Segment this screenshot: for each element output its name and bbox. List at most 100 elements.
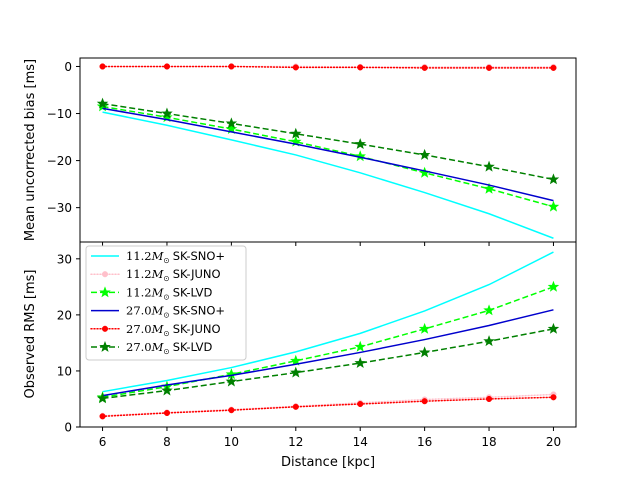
legend-detector-pair: SK-LVD: [173, 340, 213, 354]
top-y-tick-label: 0: [64, 60, 72, 74]
bottom-series-6-point: [290, 366, 302, 378]
bottom-y-tick-label: 10: [57, 364, 72, 378]
legend-label: 27.0M⊙ SK-JUNO: [126, 322, 221, 338]
legend-marker: [101, 325, 109, 332]
legend-unit: M: [151, 285, 165, 299]
bottom-series-5-point: [485, 395, 493, 403]
legend-label: 11.2M⊙ SK-JUNO: [126, 267, 221, 283]
bottom-series-6-point: [354, 357, 366, 368]
bottom-series-5-point: [550, 394, 557, 401]
legend-mass: 27.0: [126, 322, 152, 336]
top-series-line-4: [102, 107, 554, 202]
top-series-5: [99, 63, 557, 71]
bottom-series-3-point: [483, 304, 495, 316]
legend-unit: M: [151, 267, 165, 281]
top-series-6-point: [483, 160, 495, 172]
bottom-series-5: [99, 394, 557, 420]
legend-label: 11.2M⊙ SK-SNO+: [126, 249, 225, 265]
legend-marker: [99, 286, 111, 298]
top-y-ticks: 0 −10 −20 −30: [47, 60, 80, 215]
legend-sun-symbol: ⊙: [163, 347, 169, 356]
bottom-series-3-point: [354, 340, 366, 352]
x-tick-label: 18: [481, 435, 496, 449]
top-series-4: [102, 107, 554, 202]
legend-label: 27.0M⊙ SK-SNO+: [126, 304, 225, 320]
bottom-series-5-point: [99, 413, 106, 420]
legend-detector-pair: SK-SNO+: [173, 249, 225, 263]
legend-sun-symbol: ⊙: [163, 311, 169, 320]
top-y-tick-label: −30: [47, 201, 72, 215]
top-series-line-6: [102, 102, 554, 181]
bottom-series-3-point: [290, 354, 302, 366]
top-series-6-point: [225, 117, 238, 129]
bottom-y-axis-label: Observed RMS [ms]: [23, 270, 38, 399]
x-tick-label: 14: [353, 435, 368, 449]
top-series-6-point: [418, 148, 431, 160]
bottom-series-line-3: [102, 286, 554, 399]
legend-detector-pair: SK-JUNO: [173, 322, 221, 336]
top-series-6-point: [96, 97, 109, 109]
bottom-series-line-4: [102, 309, 554, 397]
legend-unit: M: [151, 340, 165, 354]
legend-box: [85, 245, 247, 361]
bottom-series-3-point: [418, 322, 431, 334]
top-y-axis-label: Mean uncorrected bias [ms]: [23, 59, 38, 241]
legend-unit: M: [151, 249, 165, 263]
top-series-5-point: [99, 63, 106, 70]
bottom-panel: 0 10 20 30 6 8 10 12 14 16 18 20 Observed RMS [ms]…: [23, 241, 577, 470]
legend-entry: 27.0M⊙ SK-LVD: [91, 340, 212, 356]
bottom-plot-area: [96, 251, 560, 431]
bottom-series-5-point: [163, 409, 171, 417]
bottom-series-4: [102, 309, 554, 397]
top-series-5-point: [292, 64, 299, 71]
top-series-1: [102, 111, 554, 239]
legend-entry: 11.2M⊙ SK-SNO+: [91, 249, 225, 265]
top-series-5-point: [485, 64, 493, 71]
legend-unit: M: [151, 304, 165, 318]
top-series-6: [96, 97, 560, 185]
bottom-series-5-point: [228, 407, 235, 414]
legend-entry: 27.0M⊙ SK-SNO+: [91, 304, 225, 320]
bottom-series-line-6: [102, 328, 554, 400]
legend-detector-pair: SK-LVD: [173, 285, 213, 299]
top-y-tick-label: −20: [47, 154, 72, 168]
top-series-5-point: [421, 64, 428, 71]
x-tick-label: 12: [288, 435, 303, 449]
bottom-series-line-1: [102, 251, 554, 393]
top-y-tick-label: −10: [47, 107, 72, 121]
legend-mass: 11.2: [126, 267, 152, 281]
legend-label: 11.2M⊙ SK-LVD: [126, 285, 212, 301]
bottom-series-1: [102, 251, 554, 393]
bottom-series-6-point: [96, 392, 109, 404]
bottom-series-5-point: [357, 400, 364, 408]
legend-entry: 27.0M⊙ SK-JUNO: [90, 322, 221, 338]
bottom-series-6: [96, 322, 560, 404]
top-series-5-point: [163, 63, 171, 70]
legend-detector-pair: SK-SNO+: [173, 304, 225, 318]
top-series-line-5: [101, 65, 555, 69]
bottom-series-5-point: [292, 403, 299, 410]
bottom-panel-frame: [79, 241, 577, 428]
x-tick-label: 10: [224, 435, 239, 449]
x-tick-label: 6: [99, 435, 107, 449]
legend-marker: [101, 271, 109, 278]
legend-entry: 11.2M⊙ SK-LVD: [91, 285, 212, 301]
legend-sun-symbol: ⊙: [163, 329, 169, 338]
top-series-3-point: [354, 150, 366, 162]
bottom-series-6-point: [483, 335, 495, 347]
bottom-series-6-point: [225, 375, 238, 387]
bottom-y-tick-label: 20: [57, 308, 72, 322]
bottom-y-tick-label: 30: [57, 252, 72, 266]
top-series-6-point: [354, 138, 366, 150]
legend-marker: [99, 340, 111, 352]
top-series-5-point: [228, 63, 235, 70]
legend-mass: 11.2: [126, 285, 152, 299]
legend-sun-symbol: ⊙: [163, 256, 169, 265]
legend-sun-symbol: ⊙: [163, 274, 169, 283]
x-axis-label: Distance [kpc]: [281, 455, 375, 470]
x-tick-label: 16: [417, 435, 432, 449]
x-tick-label: 8: [163, 435, 171, 449]
top-series-6-point: [547, 173, 560, 185]
